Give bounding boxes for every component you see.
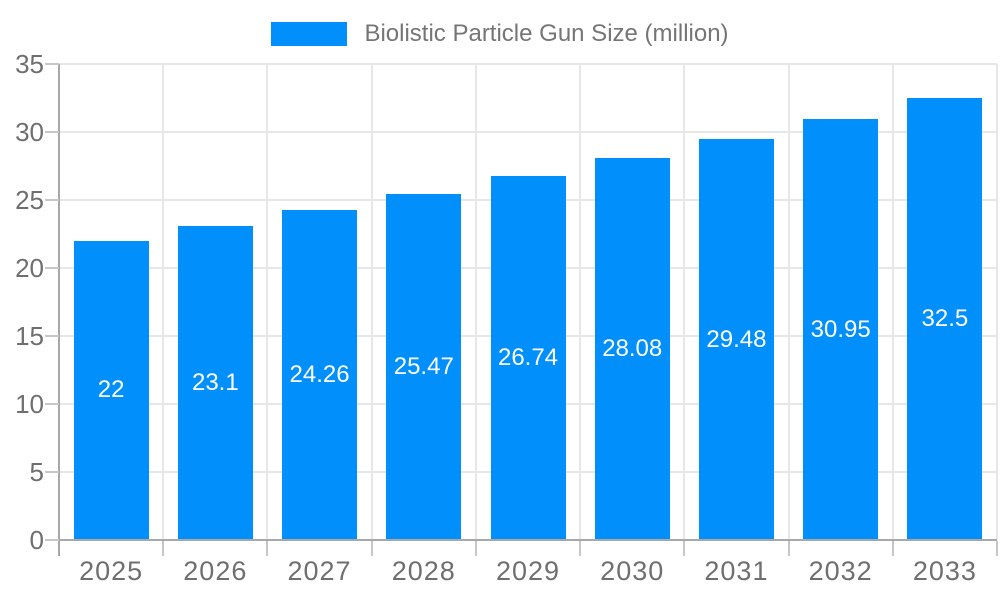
bar[interactable] <box>282 210 358 540</box>
bar-value-label: 28.08 <box>602 335 663 363</box>
x-tick-label: 2033 <box>912 556 977 586</box>
legend-marker <box>271 22 348 46</box>
y-tick-label: 10 <box>15 389 44 419</box>
y-tick <box>45 131 59 133</box>
x-gridline <box>683 64 686 540</box>
x-axis-line <box>59 539 997 541</box>
x-tick-label: 2026 <box>183 556 248 586</box>
y-tick-label: 35 <box>15 49 44 79</box>
bar[interactable] <box>386 193 462 540</box>
bar[interactable] <box>73 240 149 540</box>
y-gridline <box>59 63 997 65</box>
x-tick-label: 2025 <box>79 556 144 586</box>
y-tick-label: 20 <box>15 253 44 283</box>
y-tick-label: 30 <box>15 117 44 147</box>
x-tick <box>162 541 165 556</box>
x-tick <box>891 541 894 556</box>
x-tick-label: 2028 <box>391 556 456 586</box>
bar-value-label: 26.74 <box>497 344 559 372</box>
x-gridline <box>787 64 790 540</box>
bar-value-label: 32.5 <box>921 305 969 332</box>
x-tick <box>996 541 998 556</box>
y-tick-label: 5 <box>29 457 44 487</box>
bar[interactable] <box>803 119 879 540</box>
x-tick-label: 2029 <box>495 556 561 586</box>
bar[interactable] <box>177 225 253 540</box>
y-tick <box>45 199 59 201</box>
y-gridline <box>59 131 997 133</box>
legend-label: Biolistic Particle Gun Size (million) <box>364 20 729 47</box>
x-tick <box>474 541 477 556</box>
y-tick <box>45 471 59 473</box>
bar-value-label: 29.48 <box>706 325 767 353</box>
y-tick-label: 25 <box>15 185 44 215</box>
y-tick <box>45 335 59 337</box>
x-gridline <box>579 64 582 540</box>
x-tick <box>266 541 269 556</box>
x-tick <box>683 541 686 556</box>
y-axis-line <box>58 64 60 556</box>
y-tick <box>45 63 59 65</box>
y-tick <box>45 403 59 405</box>
x-tick-label: 2027 <box>287 556 352 586</box>
x-gridline <box>370 64 373 540</box>
y-tick-label: 0 <box>29 525 44 555</box>
bar[interactable] <box>594 158 670 540</box>
x-tick-label: 2030 <box>600 556 665 586</box>
y-tick <box>45 267 59 269</box>
x-tick-label: 2032 <box>808 556 873 586</box>
bar-value-label: 23.1 <box>191 368 239 396</box>
y-tick <box>45 539 59 541</box>
bar-value-label: 24.26 <box>289 361 350 389</box>
x-gridline <box>162 64 165 540</box>
x-gridline <box>266 64 269 540</box>
x-tick-label: 2031 <box>704 556 769 586</box>
bar-value-label: 22 <box>97 376 125 404</box>
y-tick-label: 15 <box>15 321 44 351</box>
x-tick <box>370 541 373 556</box>
bar[interactable] <box>907 98 983 540</box>
x-tick <box>579 541 582 556</box>
x-gridline <box>474 64 477 540</box>
x-tick <box>787 541 790 556</box>
legend-item[interactable]: Biolistic Particle Gun Size (million) <box>0 18 1000 50</box>
x-gridline <box>996 64 998 540</box>
x-gridline <box>891 64 894 540</box>
bar[interactable] <box>698 139 774 540</box>
bar-value-label: 25.47 <box>393 352 454 380</box>
bar-value-label: 30.95 <box>810 315 871 343</box>
plot-area: 22 23.1 24.26 25.47 26.74 28.08 29.48 30.95 32.5 <box>45 63 998 556</box>
bar[interactable] <box>490 176 566 540</box>
